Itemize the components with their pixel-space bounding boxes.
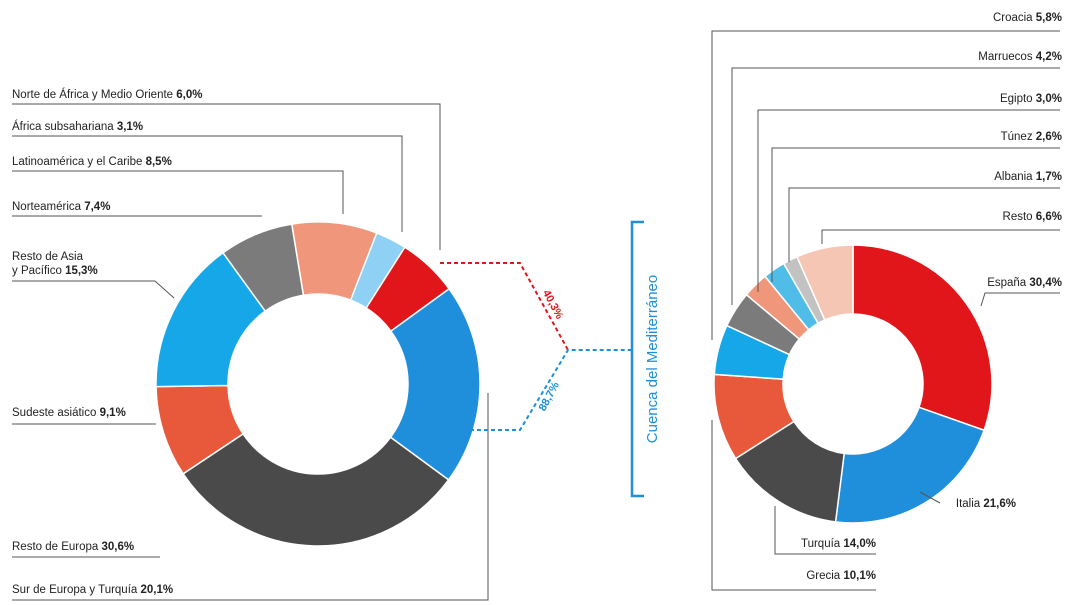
left-slice-norte-de-africa-y-medio-oriente <box>365 246 451 333</box>
label-value-norte-africa: 6,0% <box>176 89 202 101</box>
label-name-africa-subsahariana: África subsahariana <box>12 120 117 133</box>
label-norteamerica: Norteamérica 7,4% <box>12 201 110 213</box>
label-value-italia: 21,6% <box>983 498 1016 510</box>
red-connector-line <box>440 262 569 351</box>
label-marruecos: Marruecos 4,2% <box>978 51 1062 63</box>
label-name-resto-europa: Resto de Europa <box>12 541 102 553</box>
label-value-tunez: 2,6% <box>1036 131 1062 143</box>
label-value-resto-asia: 15,3% <box>65 265 98 277</box>
label-albania: Albania 1,7% <box>994 171 1062 183</box>
label-resto-asia: Resto de Asia <box>12 251 84 263</box>
label-value-albania: 1,7% <box>1036 171 1062 183</box>
label-turquia: Turquía 14,0% <box>801 538 876 550</box>
blue-connector-label: 88,7% <box>537 380 562 413</box>
label-sudeste-asiatico: Sudeste asiático 9,1% <box>12 407 126 419</box>
label-croacia: Croacia 5,8% <box>993 12 1062 24</box>
blue-connector-line <box>470 349 632 431</box>
label-name-resto: Resto <box>1003 211 1036 223</box>
label-value-sur-europa: 20,1% <box>141 584 174 596</box>
label-name-croacia: Croacia <box>993 12 1036 24</box>
label-name-espana: España <box>987 277 1029 289</box>
label-value-espana: 30,4% <box>1029 277 1062 289</box>
leader-italia <box>919 491 941 504</box>
leader-africa-subsahariana <box>12 135 403 232</box>
label-value-turquia: 14,0% <box>843 538 876 550</box>
leader-marruecos <box>731 67 1060 305</box>
label-value-resto-europa: 30,6% <box>102 541 135 553</box>
left-slice-sur-de-europa-y-turquia <box>389 287 481 481</box>
label-value-egipto: 3,0% <box>1036 93 1062 105</box>
right-slice-espana <box>852 244 993 432</box>
mediterranean-bracket <box>630 220 644 498</box>
label-value-grecia: 10,1% <box>843 570 876 582</box>
leader-tunez <box>771 147 1060 282</box>
label-value-africa-subsahariana: 3,1% <box>117 121 143 133</box>
right-donut-chart <box>713 244 993 524</box>
label-name-norte-africa: Norte de África y Medio Oriente <box>12 88 176 101</box>
leader-sur-europa <box>12 393 489 601</box>
label-name-latinoamerica: Latinoamérica y el Caribe <box>12 156 146 168</box>
leader-latinoamerica <box>12 170 344 214</box>
label-italia: Italia 21,6% <box>956 498 1016 510</box>
label-value-norteamerica: 7,4% <box>84 201 110 213</box>
label-name-turquia: Turquía <box>801 538 843 550</box>
leader-lines <box>12 30 1060 601</box>
leader-grecia <box>711 420 876 591</box>
leader-croacia <box>711 30 1060 340</box>
right-slice-resto <box>796 244 854 321</box>
left-donut-chart <box>155 221 481 547</box>
label-tunez: Túnez 2,6% <box>1001 131 1062 143</box>
label-name-egipto: Egipto <box>1000 93 1036 105</box>
left-slice-resto-de-europa <box>182 432 450 547</box>
label-name-norteamerica: Norteamérica <box>12 201 84 213</box>
leader-egipto <box>757 109 1060 292</box>
label-value-marruecos: 4,2% <box>1036 51 1062 63</box>
mediterranean-bracket-label: Cuenca del Mediterráneo <box>644 275 661 443</box>
label-name-grecia: Grecia <box>806 570 843 582</box>
label-latinoamerica: Latinoamérica y el Caribe 8,5% <box>12 156 172 168</box>
leader-resto-asia <box>12 280 175 299</box>
label-egipto: Egipto 3,0% <box>1000 93 1062 105</box>
right-slice-italia <box>834 406 986 524</box>
label-grecia: Grecia 10,1% <box>806 570 876 582</box>
label-name-resto-asia: Resto de Asia <box>12 251 84 263</box>
label-name-sudeste-asiatico: Sudeste asiático <box>12 407 100 419</box>
label-resto-europa: Resto de Europa 30,6% <box>12 541 134 553</box>
label-name-sur-europa: Sur de Europa y Turquía <box>12 584 141 596</box>
label-value-latinoamerica: 8,5% <box>146 156 172 168</box>
label-espana: España 30,4% <box>987 277 1062 289</box>
leader-norte-africa <box>12 103 441 250</box>
label-name-tunez: Túnez <box>1001 131 1036 143</box>
leader-albania <box>788 187 1060 262</box>
label-norte-africa: Norte de África y Medio Oriente 6,0% <box>12 88 202 101</box>
leader-resto <box>821 229 1060 244</box>
label-name-italia: Italia <box>956 498 984 510</box>
label-value-croacia: 5,8% <box>1036 12 1062 24</box>
label-sur-europa: Sur de Europa y Turquía 20,1% <box>12 584 173 596</box>
leader-turquia <box>774 506 876 555</box>
label-value-resto: 6,6% <box>1036 211 1062 223</box>
label-name-marruecos: Marruecos <box>978 51 1036 63</box>
label-africa-subsahariana: África subsahariana 3,1% <box>12 120 143 133</box>
label-value-sudeste-asiatico: 9,1% <box>100 407 126 419</box>
label-resto: Resto 6,6% <box>1003 211 1062 223</box>
slice-labels: Norte de África y Medio Oriente 6,0% Áfri… <box>12 12 1062 596</box>
leader-espana <box>980 292 1060 307</box>
label-name2-resto-asia: y Pacífico <box>12 265 65 277</box>
label-name-albania: Albania <box>994 171 1036 183</box>
label-resto-asia-line2: y Pacífico 15,3% <box>12 265 98 277</box>
